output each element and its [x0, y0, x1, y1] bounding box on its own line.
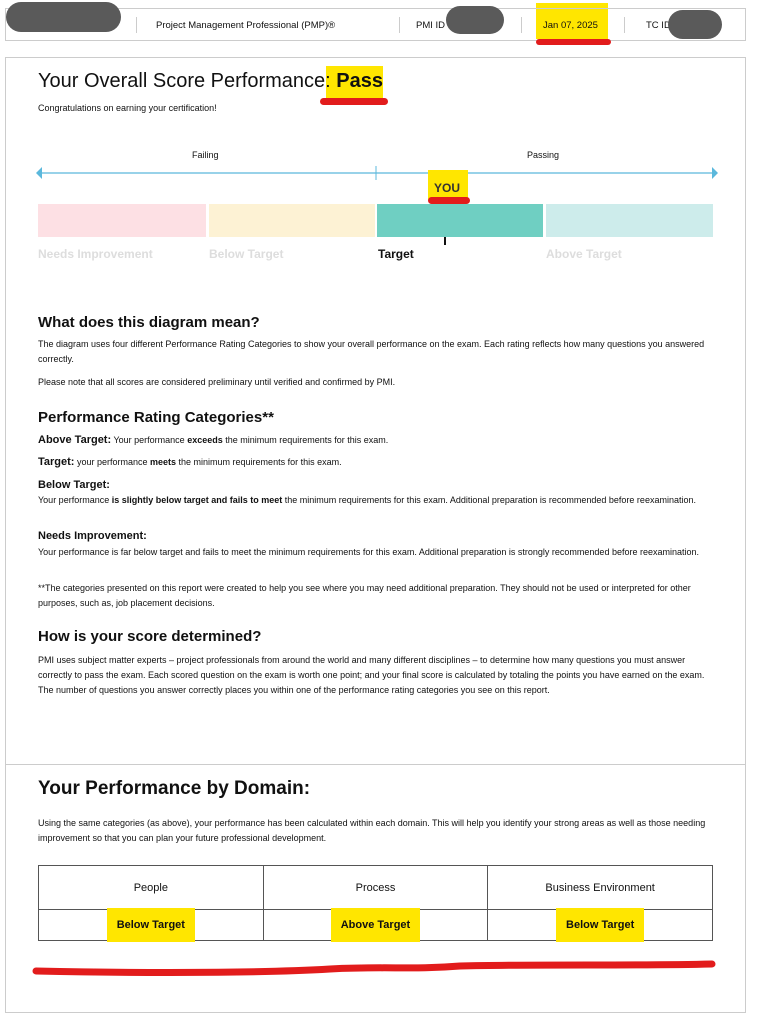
label-below-target: Below Target — [209, 247, 284, 261]
needs-improvement-heading: Needs Improvement: — [38, 530, 147, 542]
scale-arrow — [36, 166, 718, 180]
domain-table: People Process Business Environment Belo… — [38, 865, 713, 942]
domain-heading: Your Performance by Domain: — [38, 778, 311, 799]
passing-label: Passing — [527, 150, 560, 160]
you-marker: YOU — [434, 181, 461, 195]
overall-result: Pass — [336, 70, 384, 92]
annotation-underline — [428, 197, 470, 204]
needs-improvement-def: Your performance is far below target and… — [38, 547, 699, 557]
below-target-heading: Below Target: — [38, 479, 110, 491]
score-heading: How is your score determined? — [38, 628, 262, 645]
domain-text: Using the same categories (as above), yo… — [38, 818, 706, 843]
diagram-note: Please note that all scores are consider… — [38, 377, 396, 387]
label-needs-improvement: Needs Improvement — [38, 247, 153, 261]
rating-process: Above Target — [330, 908, 421, 942]
rating-people: Below Target — [106, 908, 195, 942]
above-target-def: Above Target: Your performance exceeds t… — [38, 434, 389, 446]
redaction — [446, 6, 504, 34]
categories-heading: Performance Rating Categories** — [38, 409, 274, 426]
annotation-underline — [32, 960, 716, 976]
redaction — [668, 10, 722, 39]
segment-above-target — [546, 204, 713, 237]
rating-cell: Above Target — [262, 908, 489, 942]
annotation-underline — [320, 98, 388, 105]
annotation-underline — [536, 39, 611, 45]
section-divider — [5, 764, 746, 765]
domain-process: Process — [262, 865, 489, 910]
certification-name: Project Management Professional (PMP)® — [156, 20, 336, 31]
failing-label: Failing — [192, 150, 219, 160]
report-card — [5, 57, 746, 1013]
highlight — [536, 3, 608, 39]
diagram-text: The diagram uses four different Performa… — [38, 339, 705, 364]
segment-below-target — [209, 204, 375, 237]
rating-cell: Below Target — [38, 908, 264, 942]
overall-title: Your Overall Score Performance: Pass — [38, 70, 384, 92]
score-tick — [444, 237, 446, 245]
target-def: Target: your performance meets the minim… — [38, 456, 342, 468]
domain-business-environment: Business Environment — [487, 865, 713, 910]
rating-cell: Below Target — [487, 908, 713, 942]
score-text: PMI uses subject matter experts – projec… — [38, 655, 705, 695]
categories-footnote: **The categories presented on this repor… — [38, 583, 691, 608]
highlight — [428, 170, 468, 200]
header-bar: Project Management Professional (PMP)® P… — [5, 8, 746, 41]
below-target-def: Your performance is slightly below targe… — [38, 495, 696, 505]
pmi-id-label: PMI ID — [416, 20, 446, 31]
tc-id-label: TC ID — [646, 20, 671, 31]
exam-date: Jan 07, 2025 — [543, 20, 598, 31]
label-target: Target — [378, 247, 414, 261]
domain-people: People — [38, 865, 264, 910]
highlight — [326, 66, 383, 100]
rating-business-environment: Below Target — [556, 908, 645, 942]
segment-target — [377, 204, 543, 237]
diagram-heading: What does this diagram mean? — [38, 314, 260, 331]
label-above-target: Above Target — [546, 247, 622, 261]
segment-needs-improvement — [38, 204, 206, 237]
congrats-text: Congratulations on earning your certific… — [38, 103, 217, 113]
redaction — [6, 2, 121, 32]
